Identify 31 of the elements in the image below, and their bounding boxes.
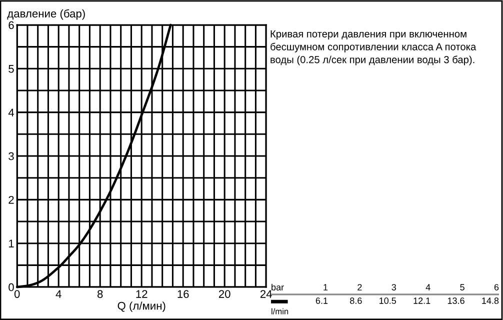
text: 14.8 bbox=[482, 298, 499, 304]
y-tick-label: 4 bbox=[8, 108, 14, 116]
x-tick-label: 8 bbox=[97, 290, 103, 298]
text: bar bbox=[272, 284, 284, 290]
x-axis-title: Q (л/мин) bbox=[118, 302, 166, 312]
text: 8.6 bbox=[350, 298, 362, 304]
text: Кривая потери давления при включенном бесшумном сопротивлении класса A потока воды (0.25 л/сек при давлении воды 3 бар). bbox=[270, 30, 476, 66]
text: 13.6 bbox=[448, 298, 464, 304]
y-axis-title: давление (бар) bbox=[7, 9, 85, 20]
x-tick-label: 0 bbox=[14, 290, 20, 298]
x-tick-label: 12 bbox=[136, 290, 148, 298]
text: 1 bbox=[324, 284, 328, 290]
text: 3 bbox=[392, 284, 396, 290]
y-tick-label: 2 bbox=[8, 196, 14, 204]
text: 4 bbox=[426, 284, 430, 290]
y-tick-label: 0 bbox=[8, 283, 14, 292]
text: l/min bbox=[272, 308, 288, 314]
y-tick-label: 5 bbox=[8, 65, 14, 73]
x-tick-label: 20 bbox=[218, 290, 230, 298]
text: 6.1 bbox=[316, 298, 328, 304]
text: 6 bbox=[494, 284, 499, 290]
text: 2 bbox=[358, 284, 362, 290]
y-tick-label: 1 bbox=[8, 240, 14, 248]
x-tick-label: 16 bbox=[178, 290, 189, 298]
x-tick-label: 24 bbox=[260, 290, 272, 298]
y-tick-label: 3 bbox=[8, 152, 14, 160]
y-tick-label: 6 bbox=[8, 21, 14, 30]
text: 10.5 bbox=[380, 298, 396, 304]
text: 5 bbox=[460, 284, 464, 290]
text: 12.1 bbox=[414, 298, 430, 304]
x-tick-label: 4 bbox=[56, 290, 62, 298]
